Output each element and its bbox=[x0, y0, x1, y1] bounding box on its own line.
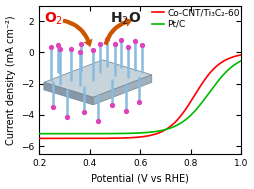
Line: Co-CNT/Ti₃C₂-60: Co-CNT/Ti₃C₂-60 bbox=[39, 55, 241, 138]
Legend: Co-CNT/Ti₃C₂-60, Pt/C: Co-CNT/Ti₃C₂-60, Pt/C bbox=[151, 7, 241, 30]
Pt/C bbox=[240, 60, 243, 62]
Co-CNT/Ti₃C₂-60 bbox=[235, 55, 238, 57]
Co-CNT/Ti₃C₂-60 bbox=[134, 136, 137, 139]
Co-CNT/Ti₃C₂-60 bbox=[38, 137, 41, 139]
X-axis label: Potential (V vs RHE): Potential (V vs RHE) bbox=[91, 174, 189, 184]
Co-CNT/Ti₃C₂-60 bbox=[203, 78, 206, 81]
Pt/C bbox=[158, 130, 161, 132]
Co-CNT/Ti₃C₂-60 bbox=[158, 132, 161, 134]
Pt/C bbox=[38, 132, 41, 135]
Pt/C bbox=[235, 62, 238, 65]
Pt/C bbox=[135, 132, 138, 134]
Y-axis label: Current density (mA cm⁻²): Current density (mA cm⁻²) bbox=[6, 15, 15, 145]
Pt/C bbox=[203, 98, 206, 100]
Line: Pt/C: Pt/C bbox=[39, 61, 241, 134]
Co-CNT/Ti₃C₂-60 bbox=[135, 136, 138, 139]
Co-CNT/Ti₃C₂-60 bbox=[147, 135, 150, 137]
Pt/C bbox=[147, 131, 150, 133]
Pt/C bbox=[134, 132, 137, 134]
Co-CNT/Ti₃C₂-60 bbox=[240, 54, 243, 56]
